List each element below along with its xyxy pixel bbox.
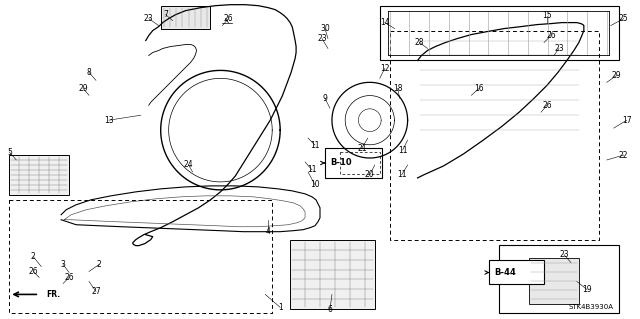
Text: 3: 3 [61, 260, 65, 269]
Bar [380, 6, 619, 60]
Text: 26: 26 [28, 267, 38, 276]
Text: 25: 25 [619, 14, 628, 23]
Bar [489, 260, 544, 285]
Text: 29: 29 [78, 84, 88, 93]
Text: 21: 21 [357, 144, 367, 152]
Text: 23: 23 [559, 250, 569, 259]
Text: 26: 26 [223, 14, 233, 23]
Text: 26: 26 [546, 31, 556, 40]
Text: 1: 1 [278, 303, 282, 312]
Text: STK4B3930A: STK4B3930A [569, 304, 614, 310]
Bar [529, 257, 579, 304]
Text: 23: 23 [554, 44, 564, 53]
Text: 28: 28 [415, 38, 424, 47]
Bar [10, 155, 69, 195]
Text: 27: 27 [91, 287, 100, 296]
Text: 10: 10 [310, 180, 320, 189]
Text: 17: 17 [622, 116, 632, 125]
Bar [161, 6, 211, 29]
Bar [499, 245, 619, 313]
Text: 12: 12 [380, 64, 390, 73]
Text: 4: 4 [266, 227, 271, 236]
Text: 2: 2 [31, 252, 36, 261]
Text: 22: 22 [619, 151, 628, 160]
Text: 18: 18 [393, 84, 403, 93]
Text: 16: 16 [474, 84, 484, 93]
Text: 15: 15 [542, 11, 552, 20]
Text: FR.: FR. [46, 290, 60, 299]
Text: 26: 26 [64, 273, 74, 282]
Bar [325, 148, 381, 178]
Text: 14: 14 [380, 18, 390, 27]
Text: 26: 26 [542, 101, 552, 110]
Text: 2: 2 [97, 260, 101, 269]
Text: 7: 7 [163, 10, 168, 19]
Text: 29: 29 [612, 71, 621, 80]
Text: B-44: B-44 [494, 268, 516, 277]
Text: 19: 19 [582, 285, 591, 294]
Text: 11: 11 [307, 166, 317, 174]
Text: 11: 11 [310, 141, 320, 150]
Text: 11: 11 [398, 145, 408, 154]
Text: B-10: B-10 [330, 159, 351, 167]
Text: 6: 6 [328, 305, 332, 314]
Text: 20: 20 [365, 170, 374, 179]
Text: 8: 8 [86, 68, 92, 77]
Text: 9: 9 [323, 94, 328, 103]
Bar [290, 240, 375, 309]
Text: 5: 5 [7, 147, 12, 157]
Text: 11: 11 [397, 170, 406, 179]
Text: 30: 30 [320, 24, 330, 33]
Text: 23: 23 [317, 34, 327, 43]
Text: 13: 13 [104, 116, 114, 125]
Text: 23: 23 [144, 14, 154, 23]
Text: 24: 24 [184, 160, 193, 169]
